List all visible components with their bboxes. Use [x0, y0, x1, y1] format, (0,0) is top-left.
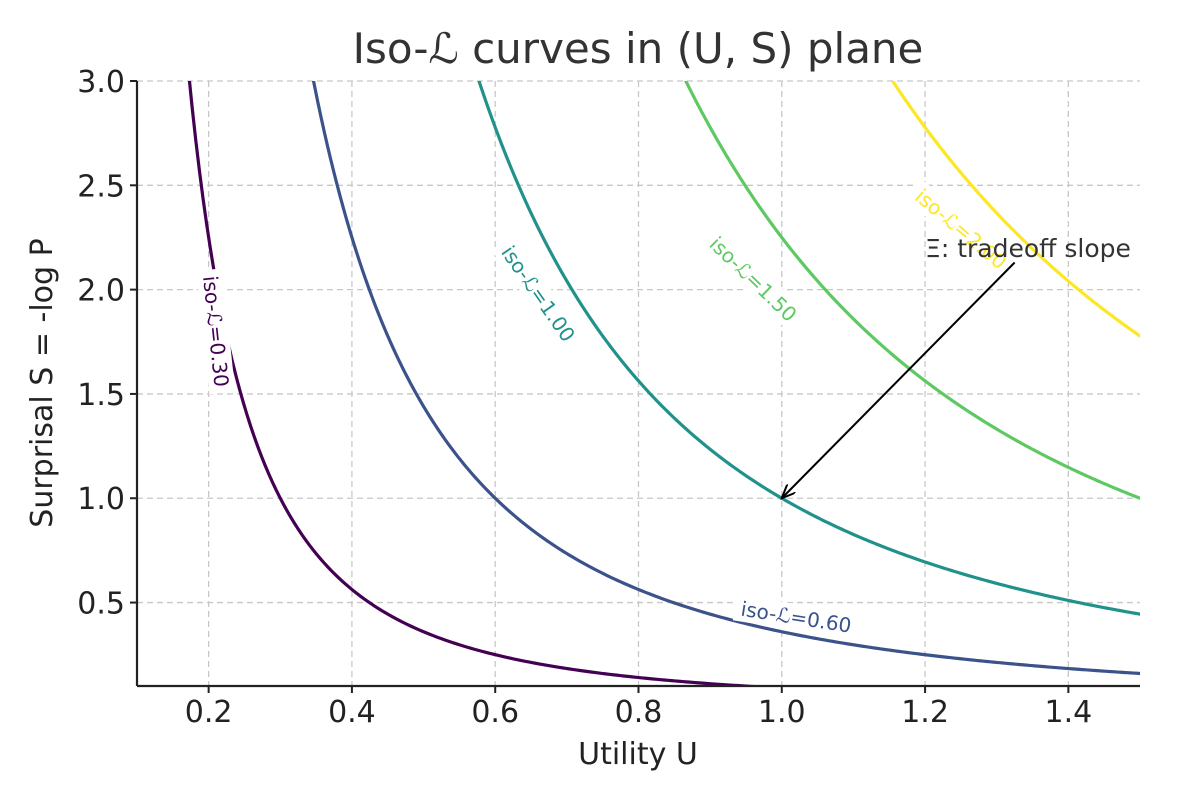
contour-label-background — [491, 235, 585, 353]
y-tick-label: 1.0 — [77, 482, 125, 517]
annotation-text: Ξ: tradeoff slope — [925, 234, 1131, 263]
contour-label-background — [732, 594, 860, 640]
series-line-1 — [311, 81, 1140, 676]
contour-label-background — [699, 226, 807, 332]
chart-title: Iso-ℒ curves in (U, S) plane — [353, 24, 924, 73]
x-tick-label: 1.4 — [1044, 695, 1092, 730]
contour-label-group-4: iso-ℒ=2.00 — [905, 179, 1017, 279]
contour-label-1: iso-ℒ=0.60 — [739, 597, 853, 638]
x-axis-label: Utility U — [578, 737, 698, 772]
series-line-0 — [187, 81, 773, 686]
contour-label-group-3: iso-ℒ=1.50 — [699, 226, 807, 332]
curves-group — [187, 81, 1140, 686]
x-tick-label: 0.2 — [185, 695, 233, 730]
annotation-arrow — [782, 261, 1016, 499]
x-tick-label: 0.8 — [615, 695, 663, 730]
series-line-4 — [890, 81, 1140, 338]
x-tick-label: 1.2 — [901, 695, 949, 730]
series-line-2 — [477, 81, 1140, 616]
contour-label-group-1: iso-ℒ=0.60 — [732, 594, 860, 640]
y-tick-label: 3.0 — [77, 65, 125, 100]
contour-label-2: iso-ℒ=1.00 — [496, 241, 580, 346]
contour-label-background — [905, 179, 1017, 279]
contour-label-group-0: iso-ℒ=0.30 — [196, 268, 236, 395]
y-tick-label: 2.5 — [77, 169, 125, 204]
contour-label-background — [196, 268, 236, 395]
x-tick-label: 0.4 — [328, 695, 376, 730]
x-tick-label: 0.6 — [471, 695, 519, 730]
contour-label-group-2: iso-ℒ=1.00 — [491, 235, 585, 353]
y-tick-label: 1.5 — [77, 378, 125, 413]
x-tick-label: 1.0 — [758, 695, 806, 730]
y-tick-label: 2.0 — [77, 274, 125, 309]
y-tick-label: 0.5 — [77, 587, 125, 622]
y-axis-label: Surprisal S = -log P — [25, 238, 60, 527]
